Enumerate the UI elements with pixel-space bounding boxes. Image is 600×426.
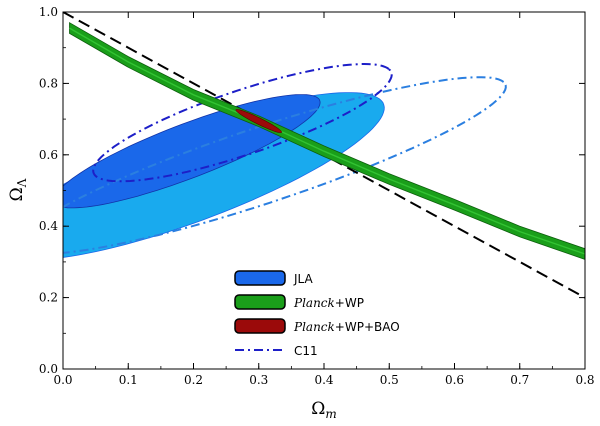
legend-swatch-planck [234, 294, 286, 310]
y-axis-label: ΩΛ [7, 178, 29, 201]
legend-swatch-jla [234, 270, 286, 286]
x-tick-label: 0.0 [53, 373, 72, 387]
y-tick-label: 0.0 [39, 362, 58, 376]
x-tick-label: 0.7 [510, 373, 529, 387]
x-tick-label: 0.6 [445, 373, 464, 387]
x-tick-label: 0.8 [575, 373, 594, 387]
legend-label-jla: JLA [293, 272, 314, 286]
legend-label-bao: Planck+WP+BAO [293, 320, 400, 334]
x-tick-label: 0.3 [249, 373, 268, 387]
legend: JLA Planck+WP Planck+WP+BAO C11 [234, 270, 400, 358]
x-axis-label: Ωm [311, 399, 337, 421]
y-tick-label: 0.2 [39, 291, 58, 305]
legend-label-planck: Planck+WP [293, 296, 364, 310]
x-tick-label: 0.5 [380, 373, 399, 387]
y-tick-label: 0.6 [39, 148, 58, 162]
x-tick-label: 0.2 [184, 373, 203, 387]
planck-wp-bao-contour [235, 109, 282, 133]
y-tick-label: 1.0 [39, 5, 58, 19]
y-tick-label: 0.8 [39, 76, 58, 90]
y-tick-label: 0.4 [39, 219, 58, 233]
legend-swatch-bao [234, 318, 286, 334]
axis-ticks: 0.0 0.1 0.2 0.3 0.4 0.5 0.6 0.7 0.8 0.0 0.2 0.4 0.6 0… [39, 5, 595, 387]
planck-wp-band-inner [69, 27, 585, 255]
x-tick-label: 0.4 [314, 373, 333, 387]
c11-contour-95 [63, 76, 507, 254]
planck-wp-band [69, 22, 585, 260]
plot-area [63, 12, 585, 299]
c11-contour-68 [92, 62, 393, 183]
legend-label-c11: C11 [294, 344, 318, 358]
x-tick-label: 0.1 [119, 373, 138, 387]
